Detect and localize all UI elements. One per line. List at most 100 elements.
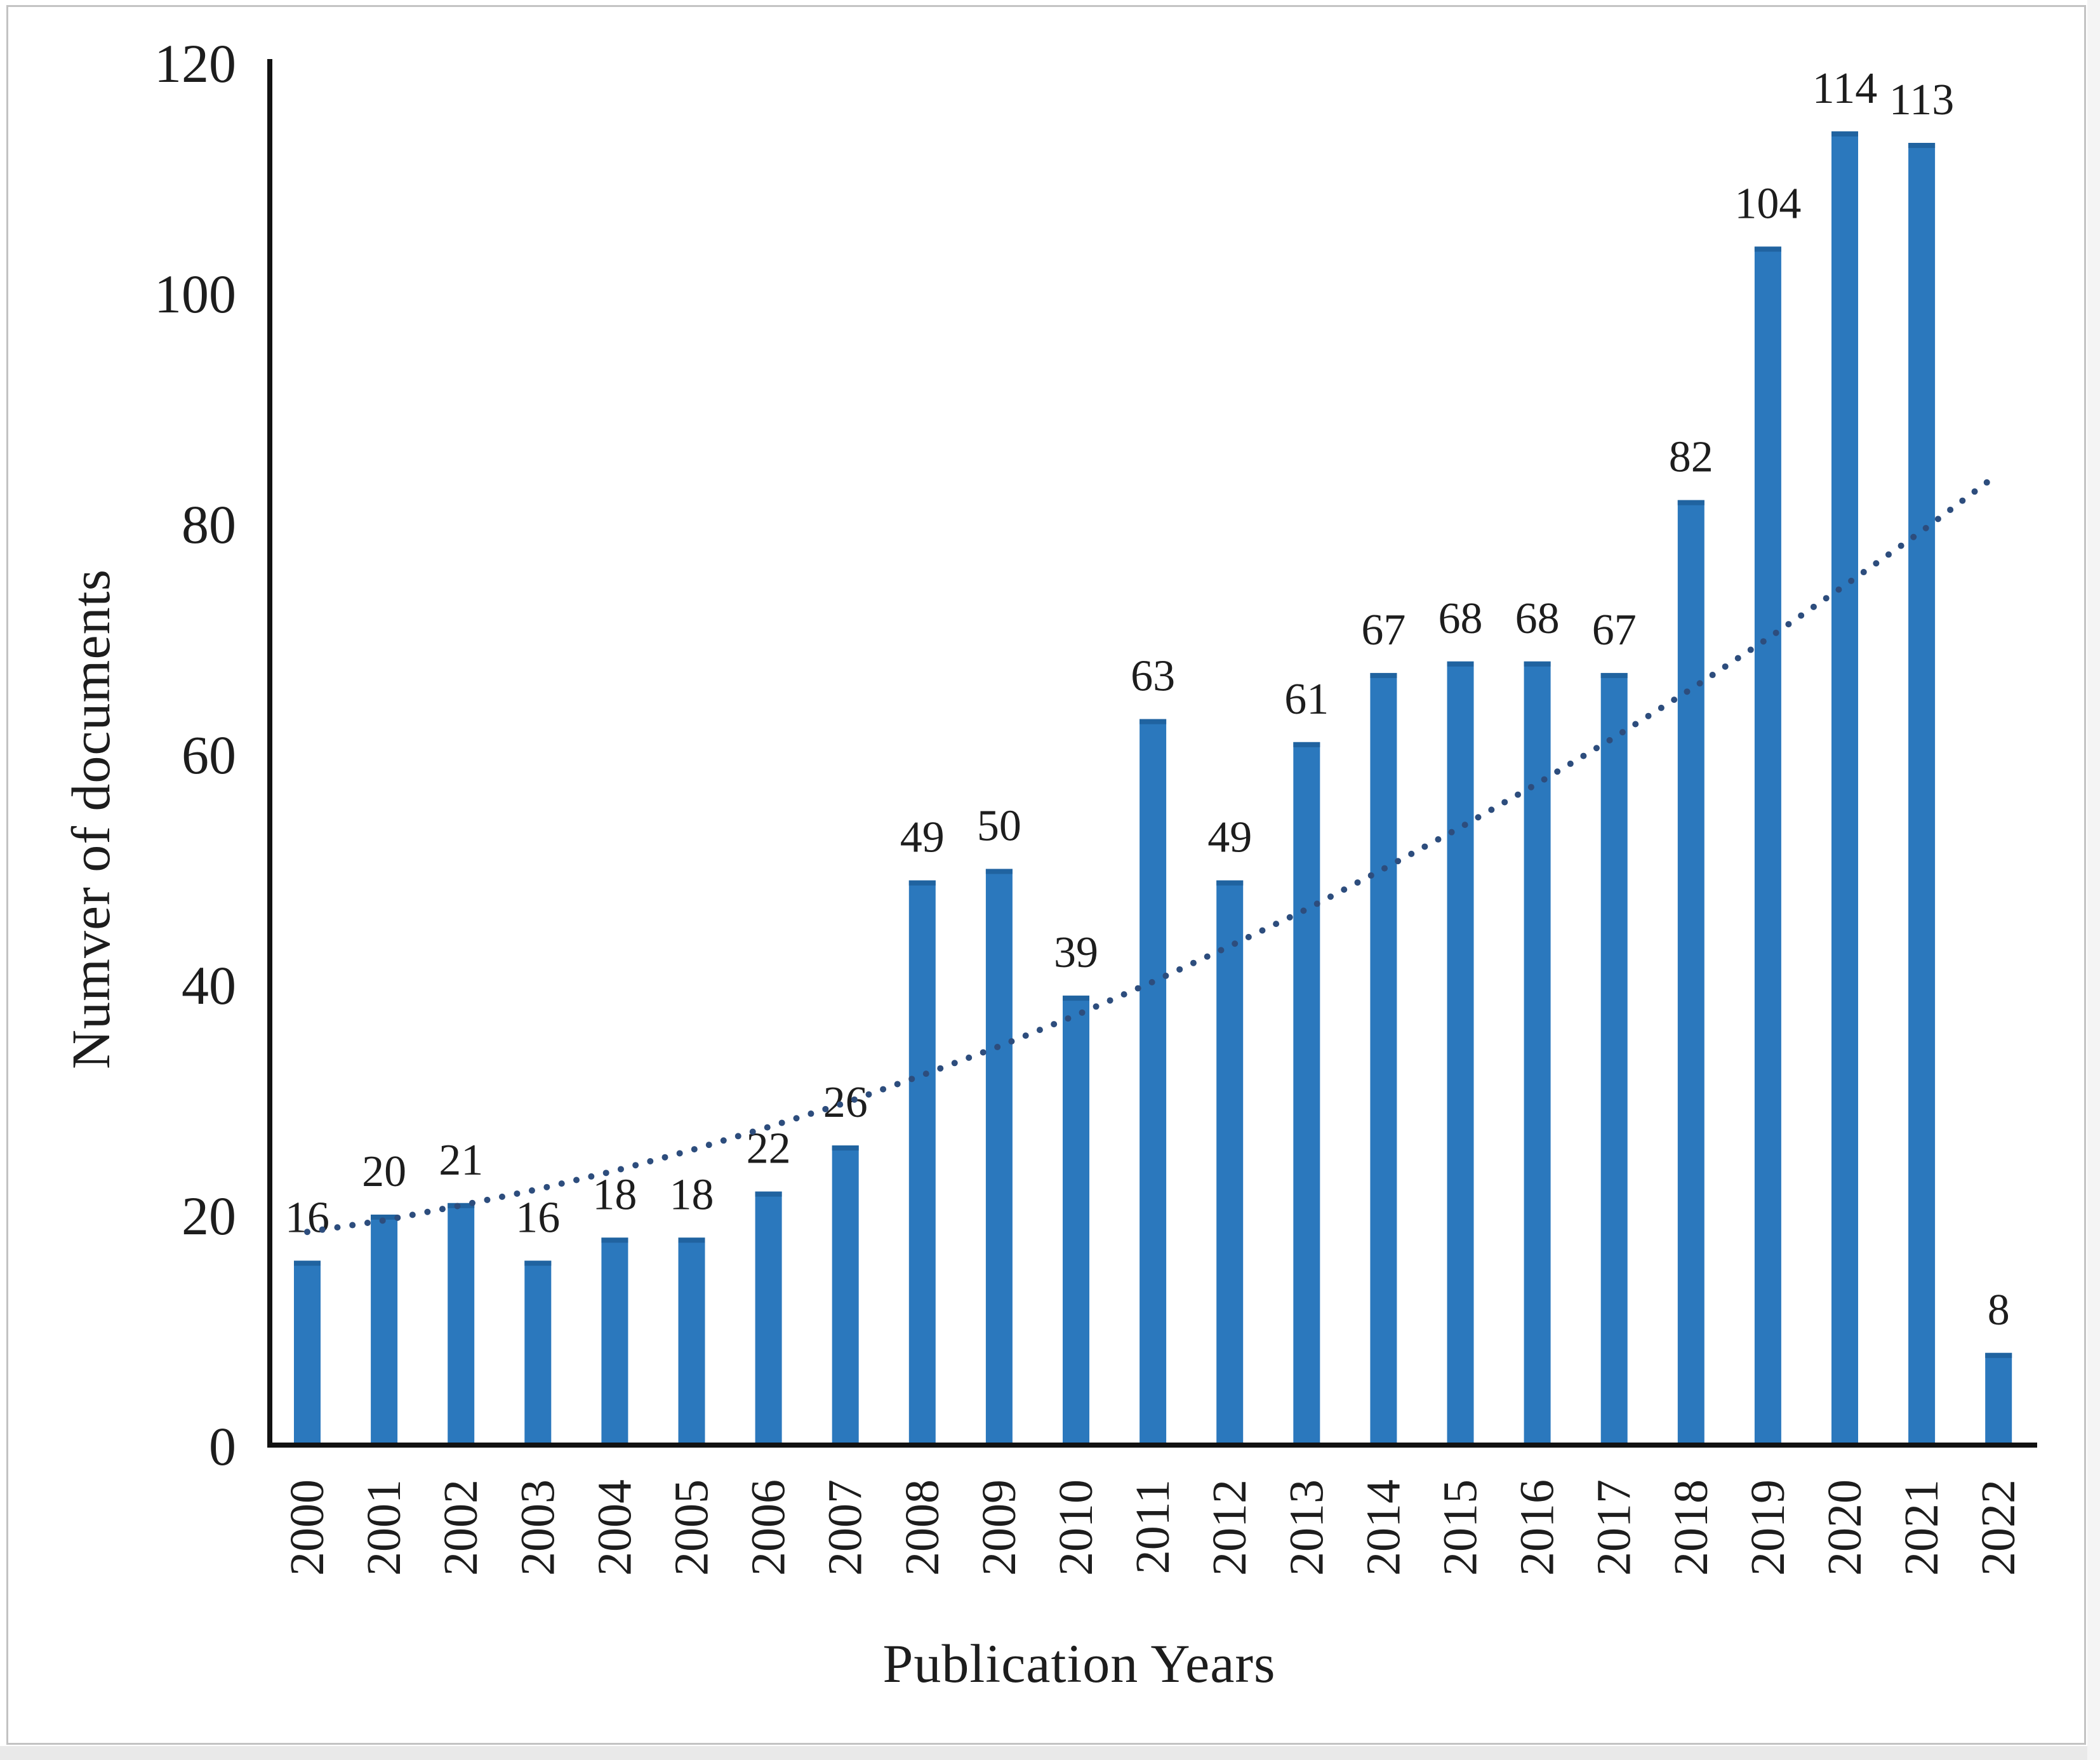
bar-value-label-2014: 67: [1361, 606, 1406, 655]
trend-dot: [1554, 768, 1561, 775]
bar-2020: [1831, 131, 1858, 1446]
bar-value-label-2018: 82: [1669, 433, 1713, 482]
trend-dot: [558, 1180, 565, 1187]
trend-dot: [1120, 991, 1127, 998]
trend-dot: [1810, 603, 1817, 610]
trend-dot: [764, 1124, 771, 1131]
bar-2017: [1600, 672, 1628, 1445]
trend-dot: [319, 1226, 326, 1233]
bar-top-edge-2001: [371, 1215, 398, 1220]
trend-dot: [1421, 843, 1428, 850]
bar-value-label-2001: 20: [362, 1147, 406, 1196]
trend-dot: [1541, 776, 1548, 783]
bar-2002: [448, 1203, 475, 1445]
trend-dot: [1190, 959, 1197, 966]
bar-value-label-2010: 39: [1054, 928, 1098, 977]
trend-dot: [1709, 672, 1716, 679]
bar-value-label-2003: 16: [515, 1194, 560, 1243]
trend-dot: [1606, 737, 1613, 743]
trend-dot: [1106, 997, 1113, 1004]
trend-dot: [1327, 893, 1334, 900]
trend-dot: [1008, 1038, 1015, 1045]
trend-dot: [1341, 886, 1348, 893]
trend-dot: [1772, 629, 1779, 636]
bar-2021: [1908, 143, 1936, 1445]
trend-dot: [409, 1211, 416, 1218]
trend-dot: [528, 1187, 535, 1194]
bar-value-label-2005: 18: [670, 1170, 714, 1219]
trend-dot: [1501, 799, 1508, 806]
x-tick-label-2003: 2003: [511, 1479, 564, 1576]
x-tick-label-2011: 2011: [1126, 1479, 1180, 1574]
bar-value-label-2019: 104: [1734, 179, 1801, 228]
trend-dot: [1580, 752, 1587, 759]
trend-dot: [1696, 680, 1703, 687]
bar-value-label-2013: 61: [1284, 675, 1329, 724]
bar-value-label-2002: 21: [439, 1136, 483, 1185]
x-tick-label-2006: 2006: [742, 1479, 795, 1576]
x-tick-label-2019: 2019: [1741, 1479, 1795, 1576]
trend-dot: [394, 1214, 401, 1221]
y-axis-title: Numver of documents: [60, 568, 121, 1070]
trend-dot: [1461, 822, 1468, 829]
figure-outer-margin-bottom: [0, 1746, 2100, 1760]
bar-value-label-2011: 63: [1131, 652, 1175, 701]
trend-dot: [1286, 914, 1293, 921]
x-tick-label-2022: 2022: [1972, 1479, 2025, 1576]
x-tick-label-2016: 2016: [1511, 1479, 1564, 1576]
trend-dot: [705, 1142, 712, 1149]
x-axis-line: [267, 1443, 2037, 1448]
trend-dot: [1885, 551, 1892, 558]
trend-dot: [734, 1133, 741, 1140]
trend-dot: [880, 1086, 887, 1093]
trend-dot: [304, 1229, 310, 1236]
trend-dot: [1036, 1027, 1043, 1034]
trend-dot: [1300, 907, 1307, 914]
x-tick-label-2008: 2008: [896, 1479, 949, 1576]
bar-top-edge-2022: [1985, 1352, 2012, 1358]
y-tick-label-20: 20: [182, 1185, 236, 1246]
x-tick-label-2018: 2018: [1665, 1479, 1718, 1576]
bar-value-label-2004: 18: [592, 1170, 637, 1219]
bar-2019: [1754, 246, 1781, 1445]
bar-top-edge-2007: [832, 1145, 859, 1151]
trend-dot: [1273, 921, 1280, 928]
trend-dot: [1367, 872, 1374, 879]
trend-dot: [1835, 586, 1842, 593]
x-tick-label-2004: 2004: [588, 1479, 641, 1576]
x-tick-label-2001: 2001: [357, 1479, 411, 1576]
trend-dot: [1527, 783, 1534, 790]
bar-top-edge-2008: [908, 880, 936, 886]
bar-2022: [1985, 1352, 2012, 1445]
trend-dot: [1408, 850, 1415, 857]
x-tick-label-2000: 2000: [281, 1479, 334, 1576]
trend-dot: [1093, 1003, 1100, 1010]
bar-value-label-2022: 8: [1988, 1286, 2010, 1335]
bar-value-label-2007: 26: [823, 1078, 868, 1127]
bar-top-edge-2011: [1140, 719, 1167, 724]
bar-value-label-2008: 49: [900, 813, 945, 862]
trend-dot: [1381, 865, 1388, 872]
bar-2005: [678, 1237, 705, 1445]
y-tick-label-120: 120: [154, 33, 236, 94]
trend-dot: [1658, 704, 1665, 711]
trend-dot: [1435, 836, 1442, 843]
y-tick-label-80: 80: [182, 494, 236, 555]
trend-dot: [1760, 638, 1767, 645]
trend-dot: [543, 1183, 550, 1190]
trend-dot: [632, 1162, 639, 1169]
trend-dot: [1922, 524, 1929, 531]
bar-top-edge-2013: [1293, 742, 1320, 747]
trend-dot: [1448, 829, 1455, 836]
trend-dot: [691, 1146, 698, 1153]
x-tick-label-2012: 2012: [1203, 1479, 1256, 1576]
bar-top-edge-2014: [1370, 672, 1397, 678]
figure-outer-margin-right: [2087, 0, 2100, 1760]
trend-dot: [778, 1119, 785, 1126]
trend-dot: [1722, 663, 1729, 670]
bar-top-edge-2004: [601, 1237, 628, 1243]
trend-dot: [894, 1081, 901, 1088]
trend-dot: [661, 1154, 668, 1161]
bar-2006: [755, 1191, 782, 1445]
x-tick-label-2007: 2007: [819, 1479, 872, 1576]
